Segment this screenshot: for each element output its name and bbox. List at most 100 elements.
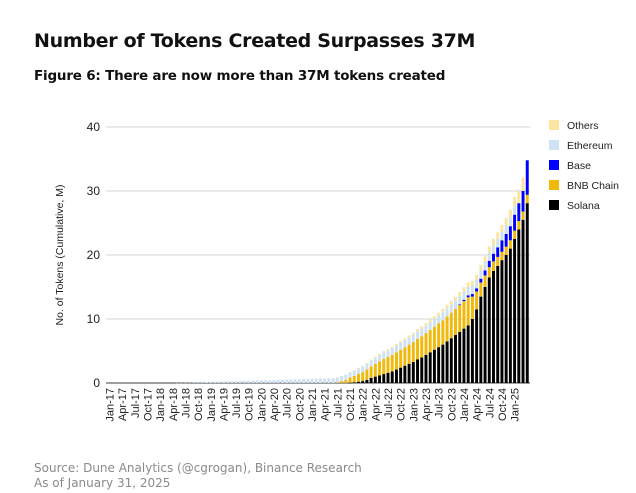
x-tick-label: Apr-21	[320, 388, 332, 421]
bar-segment-bnb-chain	[432, 326, 436, 350]
y-tick-label: 10	[87, 312, 101, 326]
x-tick-label: Oct-19	[244, 388, 256, 421]
bar-segment-ethereum	[470, 285, 474, 295]
bar-segment-solana	[517, 229, 521, 383]
y-tick-label: 40	[87, 120, 101, 134]
legend-label: Solana	[567, 200, 600, 212]
bar-segment-ethereum	[441, 311, 445, 321]
bar-segment-others	[475, 274, 479, 280]
bar-segment-bnb-chain	[344, 379, 348, 383]
bar-segment-ethereum	[213, 381, 217, 383]
bar-segment-bnb-chain	[407, 344, 411, 364]
figure-subtitle: Figure 6: There are now more than 37M to…	[34, 68, 446, 84]
bar-segment-bnb-chain	[335, 382, 339, 383]
bar-segment-ethereum	[192, 382, 196, 383]
bar-segment-bnb-chain	[449, 312, 453, 339]
bar-segment-ethereum	[289, 379, 293, 383]
legend-swatch	[549, 200, 559, 210]
bar-segment-ethereum	[386, 350, 390, 357]
bar-segment-ethereum	[416, 331, 420, 339]
bar-segment-base	[500, 240, 504, 252]
x-axis-ticks: Jan-17 Apr-17 Jul-17 Oct-17 Jan-18 Apr-18 Jul-…	[104, 388, 521, 422]
bar-segment-ethereum	[508, 217, 512, 227]
bar-segment-bnb-chain	[483, 275, 487, 287]
bar-segment-others	[352, 370, 356, 371]
bar-segment-solana	[500, 260, 504, 383]
bar-segment-ethereum	[340, 375, 344, 382]
bar-segment-solana	[492, 271, 495, 383]
bar-segment-base	[466, 295, 470, 298]
legend-label: BNB Chain	[567, 180, 619, 192]
legend-item: Solana	[549, 200, 600, 212]
bar-segment-bnb-chain	[500, 251, 504, 261]
bar-segment-solana	[382, 374, 386, 383]
bar-segment-others	[394, 344, 398, 346]
bar-segment-base	[517, 203, 521, 222]
bar-segment-bnb-chain	[356, 374, 360, 382]
bar-segment-solana	[403, 365, 407, 383]
bar-segment-others	[424, 322, 428, 326]
bar-segment-ethereum	[449, 304, 453, 313]
bar-segment-bnb-chain	[369, 366, 373, 378]
bar-segment-ethereum	[373, 357, 377, 364]
bar-segment-solana	[352, 382, 356, 383]
bar-segment-ethereum	[403, 340, 407, 348]
bar-segment-others	[365, 363, 369, 364]
bar-segment-solana	[454, 335, 457, 383]
bar-segment-ethereum	[327, 378, 331, 383]
bar-segment-ethereum	[454, 300, 457, 309]
bar-segment-ethereum	[205, 381, 209, 383]
bar-segment-solana	[424, 354, 428, 383]
x-tick-label: Apr-22	[370, 388, 382, 421]
bar-segment-ethereum	[196, 382, 200, 383]
bar-segment-ethereum	[348, 372, 352, 378]
bar-segment-others	[411, 332, 415, 335]
x-tick-label: Apr-24	[472, 388, 484, 421]
bar-segment-ethereum	[399, 342, 403, 350]
bar-segment-bnb-chain	[390, 354, 394, 372]
bar-segment-solana	[394, 369, 398, 383]
legend-label: Ethereum	[567, 140, 613, 152]
bar-segment-ethereum	[424, 325, 428, 334]
bar-segment-ethereum	[247, 380, 251, 383]
bar-segment-ethereum	[390, 348, 394, 355]
bar-segment-others	[479, 264, 483, 271]
bar-segment-others	[521, 177, 525, 191]
bar-segment-solana	[348, 382, 352, 384]
bar-segment-others	[483, 256, 487, 263]
bar-segment-bnb-chain	[382, 358, 386, 375]
bar-segment-solana	[525, 203, 529, 383]
bar-segment-others	[399, 341, 403, 343]
bar-segment-others	[348, 372, 352, 373]
bar-segment-others	[420, 326, 424, 329]
bar-segment-ethereum	[492, 245, 495, 254]
bar-segment-others	[454, 296, 457, 301]
bar-segment-others	[496, 232, 500, 239]
bar-segment-others	[390, 346, 394, 349]
bar-segment-bnb-chain	[513, 230, 517, 239]
bar-segment-others	[432, 315, 436, 319]
bar-segment-base	[508, 226, 512, 241]
bar-segment-solana	[466, 325, 470, 383]
bar-segment-solana	[420, 357, 424, 383]
bar-segment-bnb-chain	[462, 301, 466, 329]
bar-segment-bnb-chain	[411, 342, 415, 362]
bar-segment-solana	[416, 359, 420, 383]
x-tick-label: Jul-21	[332, 388, 344, 418]
bar-segment-others	[441, 309, 445, 312]
bar-segment-bnb-chain	[394, 352, 398, 370]
x-tick-label: Jul-18	[180, 388, 192, 418]
bar-segment-bnb-chain	[437, 323, 441, 348]
bar-segment-ethereum	[496, 239, 500, 248]
bar-segment-bnb-chain	[508, 240, 512, 249]
bar-segment-ethereum	[352, 370, 356, 376]
bar-segment-solana	[399, 367, 403, 383]
bar-segment-ethereum	[504, 225, 508, 234]
bar-segment-others	[466, 282, 470, 287]
x-tick-label: Apr-17	[117, 388, 129, 421]
bar-segment-ethereum	[264, 380, 268, 383]
bar-segment-solana	[378, 375, 382, 383]
legend-swatch	[549, 160, 559, 170]
bar-segment-bnb-chain	[399, 349, 403, 368]
bar-segment-others	[449, 300, 453, 305]
